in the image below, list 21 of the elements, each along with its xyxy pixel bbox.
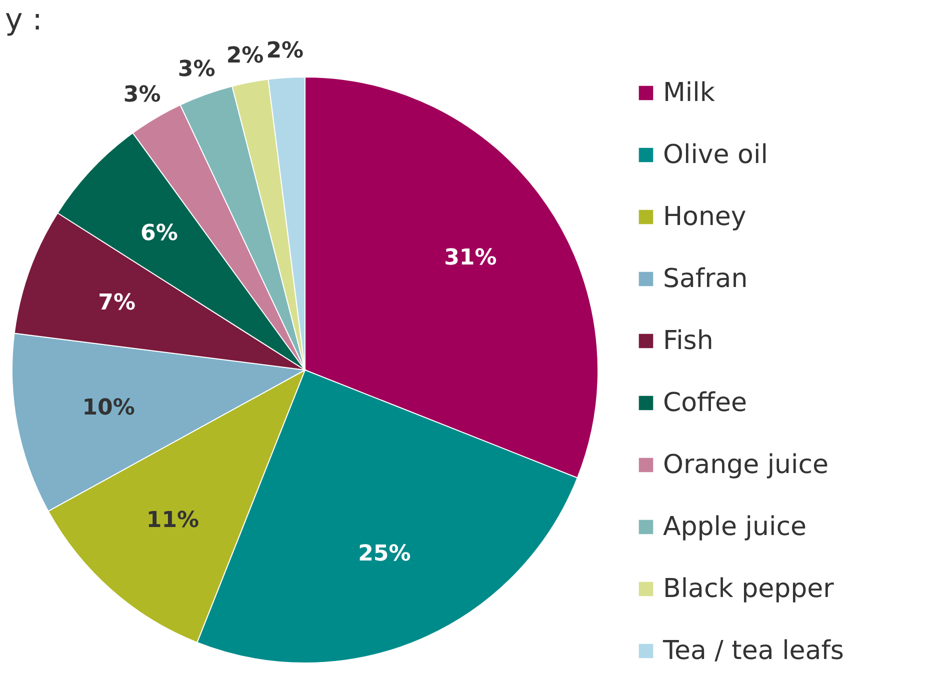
legend-label: Orange juice <box>663 450 829 480</box>
data-label: 2% <box>266 38 304 64</box>
legend-label: Black pepper <box>663 574 834 604</box>
chart-title: y : <box>5 2 42 38</box>
legend-label: Apple juice <box>663 512 806 542</box>
data-label: 25% <box>358 542 411 567</box>
data-label: 31% <box>444 246 497 271</box>
data-label: 3% <box>123 82 161 108</box>
data-label: 11% <box>146 508 200 534</box>
legend-label: Honey <box>663 202 746 232</box>
data-label: 7% <box>98 290 136 316</box>
data-label: 3% <box>178 56 216 82</box>
legend-label: Safran <box>663 264 748 294</box>
data-label: 10% <box>82 395 135 420</box>
legend-label: Milk <box>663 78 715 108</box>
legend-label: Tea / tea leafs <box>662 636 844 666</box>
data-label: 6% <box>140 221 178 246</box>
legend-label: Olive oil <box>663 140 768 170</box>
legend-label: Coffee <box>663 388 747 418</box>
legend-label: Fish <box>663 326 714 356</box>
data-label: 2% <box>226 44 264 69</box>
